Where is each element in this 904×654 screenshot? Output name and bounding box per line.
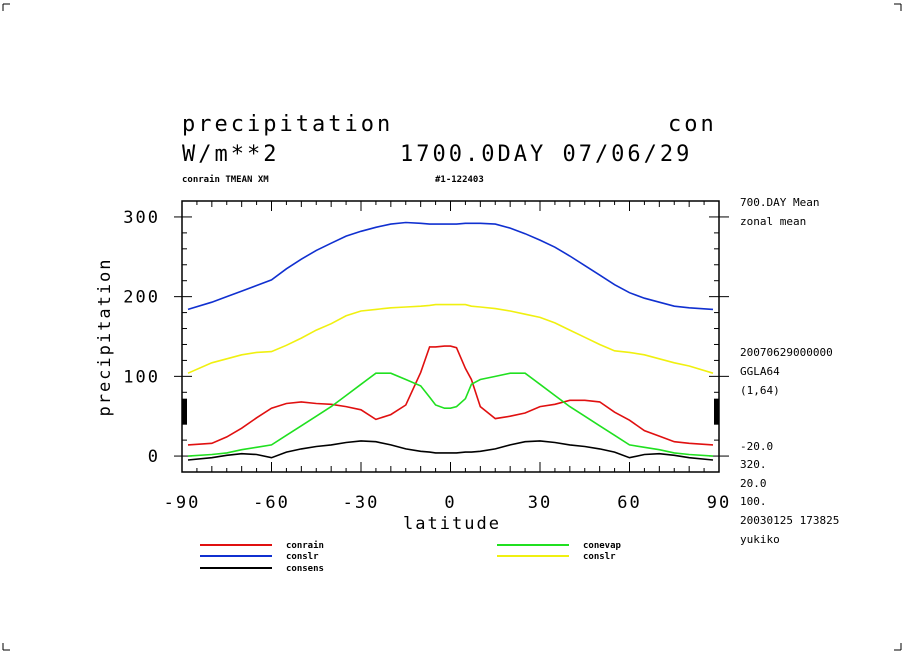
x-tick-label: -30: [343, 493, 380, 513]
legend-label: conslr: [286, 552, 319, 562]
info-mean: 700.DAY Mean: [740, 196, 819, 209]
info-zonal: zonal mean: [740, 215, 806, 228]
x-tick-label: -60: [253, 493, 290, 513]
x-tick-label: -90: [164, 493, 201, 513]
y-tick-label: 200: [123, 288, 160, 308]
series-line-conrain-0: [187, 345, 714, 446]
chart-subtitle-left: conrain TMEAN XM: [182, 174, 269, 185]
legend-label: consens: [286, 564, 324, 574]
legend-label: conrain: [286, 540, 324, 551]
chart-title: precipitation: [182, 112, 393, 137]
plot-frame: [181, 200, 720, 473]
y-axis-mark: [714, 398, 719, 425]
series-line-conslr-3: [187, 303, 714, 374]
y-axis-mark: [182, 398, 187, 425]
y-tick-label: 300: [123, 208, 160, 228]
corner-marks: [2, 3, 902, 651]
axis-ticks: [174, 200, 729, 473]
info-ymin: -20.0: [740, 440, 773, 453]
series-line-consens-4: [187, 440, 714, 461]
right-info: 700.DAY Mean zonal mean 20070629000000 G…: [740, 196, 839, 546]
info-ymax: 320.: [740, 458, 767, 471]
x-tick-label: 90: [707, 493, 731, 513]
chart-time: 1700.0DAY 07/06/29: [400, 142, 692, 167]
x-tick-label: 0: [444, 493, 456, 513]
chart-code: con: [668, 112, 717, 137]
legend-label: conevap: [583, 541, 622, 551]
series-line-conslr-2: [187, 221, 714, 311]
y-tick-label: 100: [123, 367, 160, 387]
x-axis-label: latitude: [403, 514, 501, 534]
x-tick-label: 30: [528, 493, 552, 513]
y-axis-label: precipitation: [95, 257, 115, 416]
info-stamp: 20030125 173825: [740, 514, 839, 527]
legend-label: conslr: [583, 552, 616, 562]
info-interval: 20.0: [740, 477, 767, 490]
chart-subtitle-mid: #1-122403: [435, 175, 484, 185]
info-date: 20070629000000: [740, 346, 833, 359]
y-tick-label: 0: [148, 447, 160, 467]
x-tick-label: 60: [617, 493, 641, 513]
info-grid: GGLA64: [740, 365, 780, 378]
series-line-conevap-1: [187, 372, 714, 457]
series-group: [187, 221, 714, 461]
info-index: (1,64): [740, 384, 780, 397]
axis-tick-labels: -90 -60 -30 0 30 60 90 0 100 200 300: [123, 208, 731, 513]
chart-units: W/m**2: [182, 142, 279, 167]
info-user: yukiko: [740, 533, 780, 546]
info-major: 100.: [740, 495, 767, 508]
